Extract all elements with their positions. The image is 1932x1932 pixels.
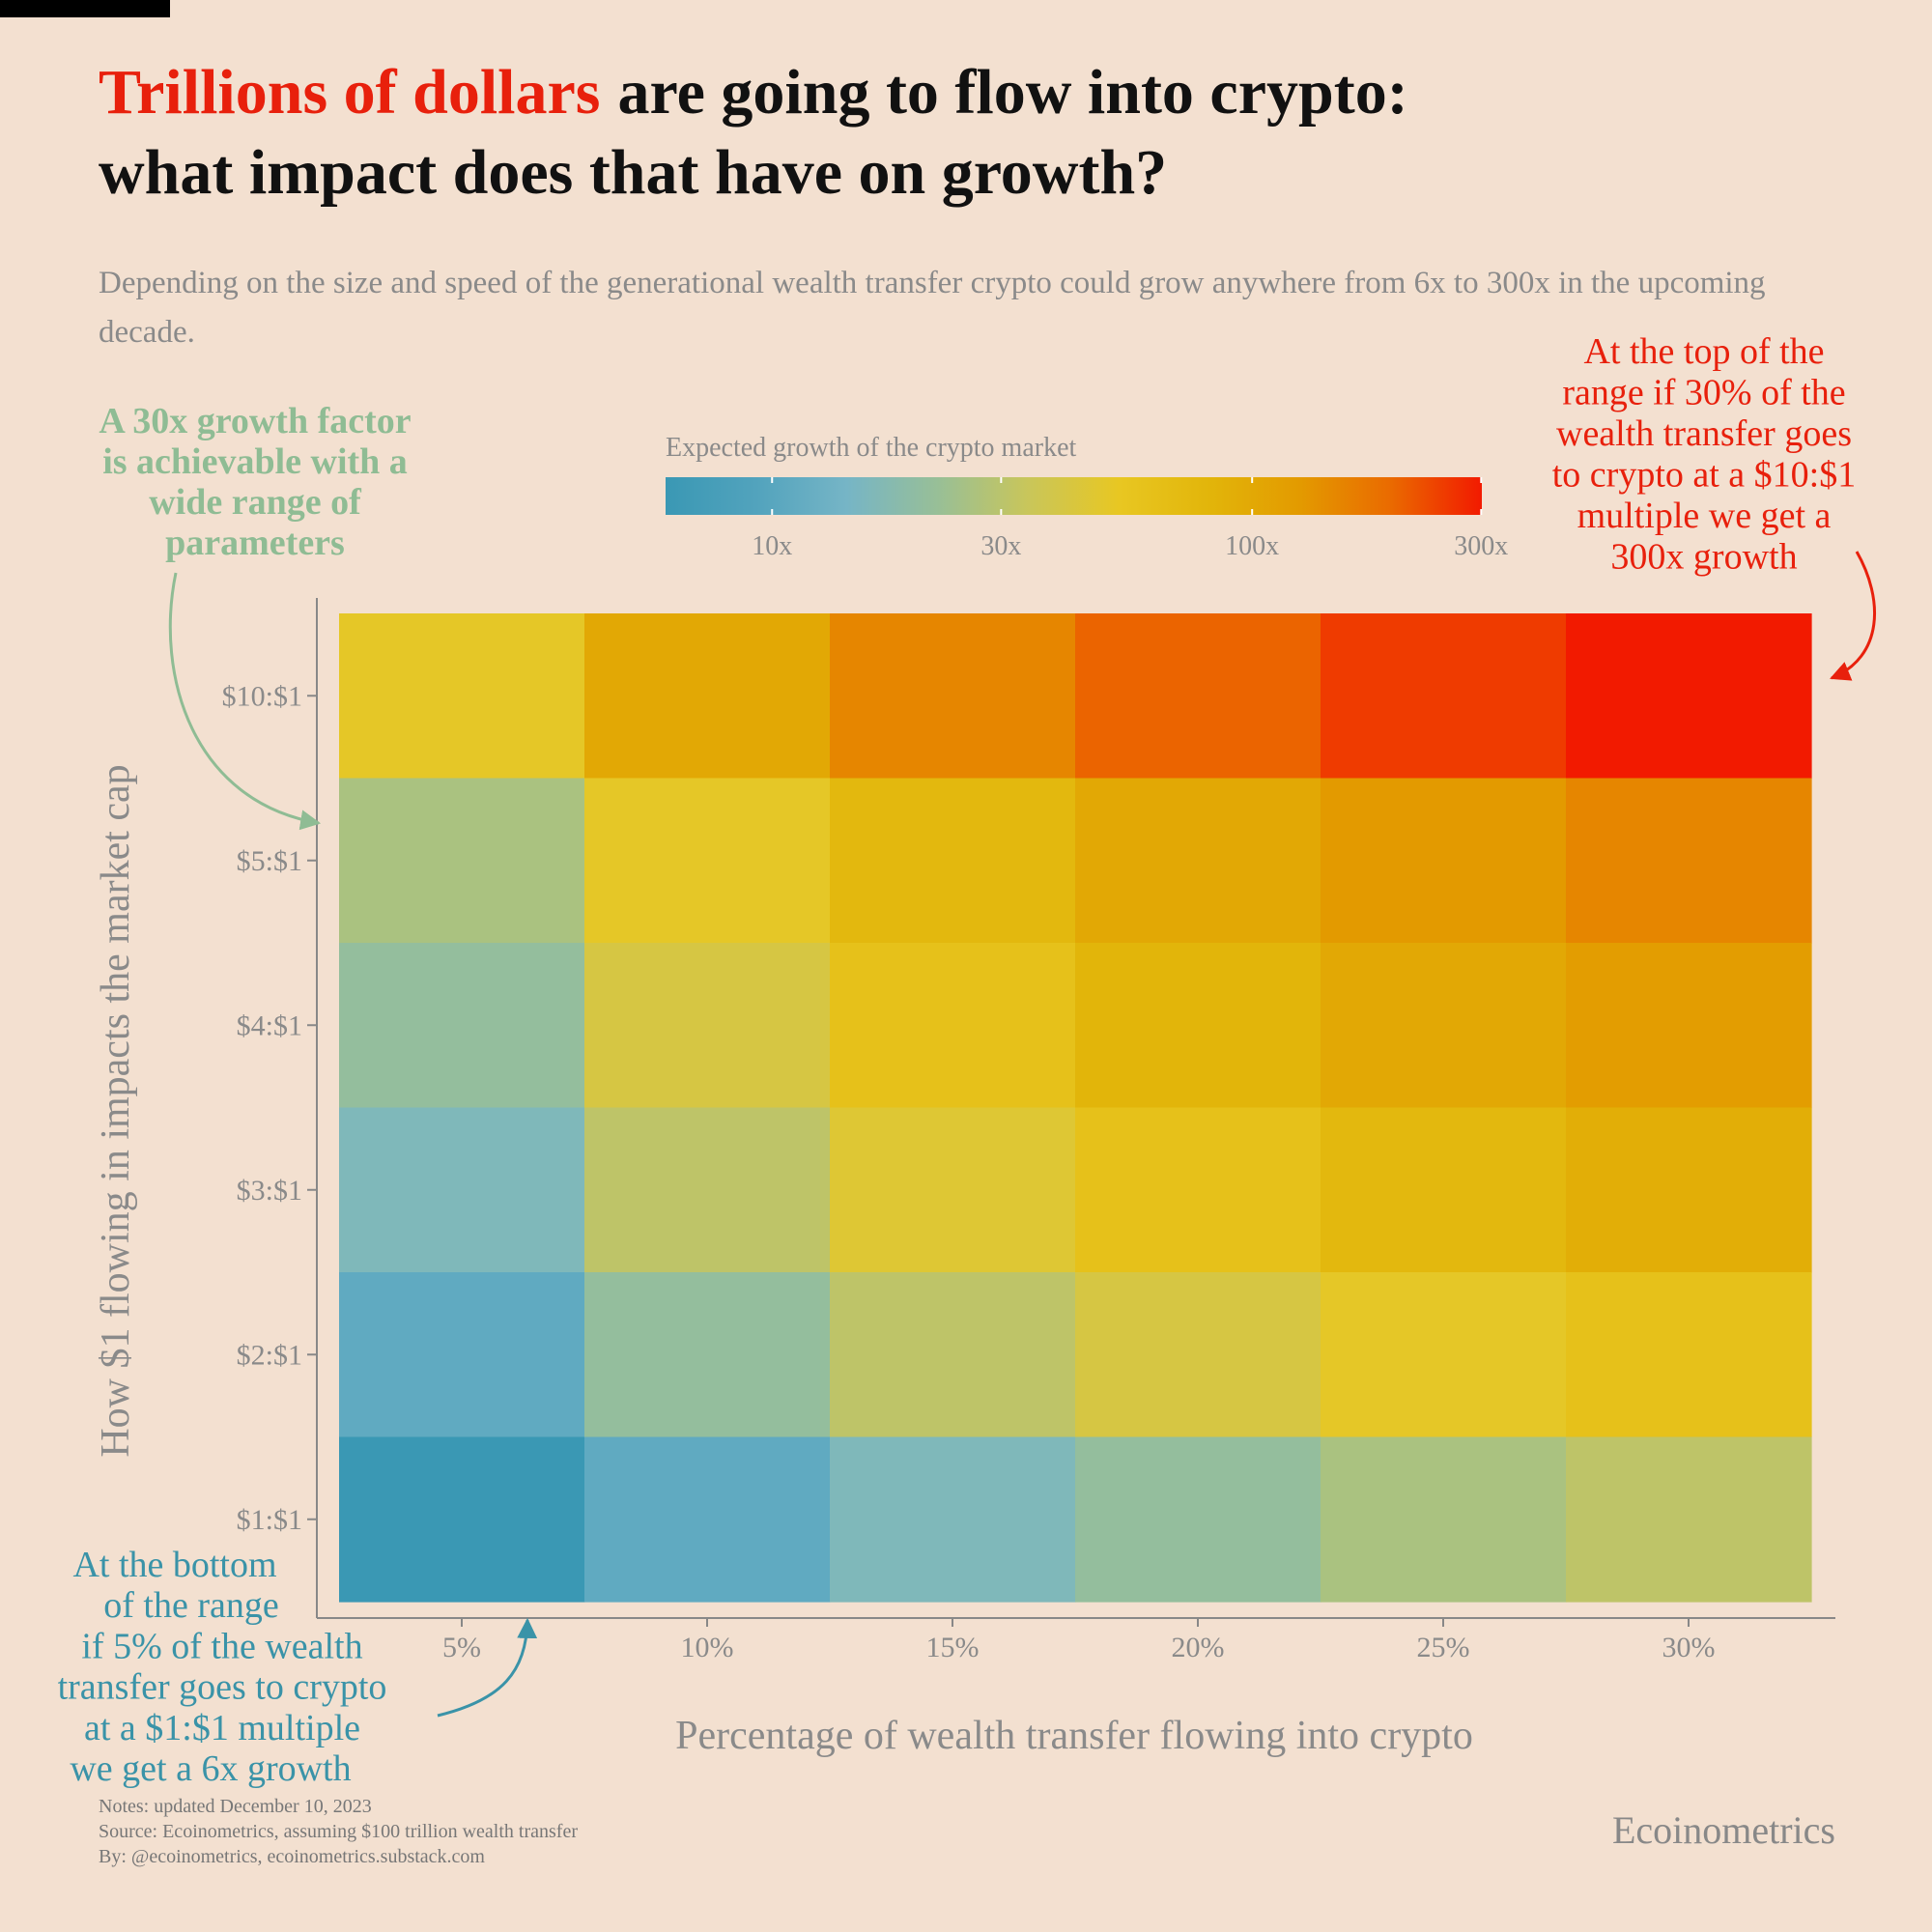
annotation-line: 300x growth <box>1610 537 1797 578</box>
heatmap-cell <box>584 613 831 780</box>
heatmap-cell <box>830 1272 1076 1438</box>
heatmap-cell <box>1075 613 1321 780</box>
heatmap-cell <box>830 778 1076 944</box>
x-tick-label: 15% <box>926 1632 980 1663</box>
x-tick-label: 5% <box>442 1632 481 1663</box>
annotation-line: transfer goes to crypto <box>58 1667 387 1708</box>
annotation-line: At the bottom <box>72 1545 276 1585</box>
title-highlight: Trillions of dollars <box>99 57 601 128</box>
heatmap-cell <box>830 1107 1076 1273</box>
brand: Ecoinometrics <box>1612 1808 1835 1852</box>
annotation-line: is achievable with a <box>102 441 408 482</box>
colorbar-tick-label: 10x <box>752 531 792 561</box>
heatmap-cell <box>1566 1107 1812 1273</box>
heatmap-cell <box>584 1436 831 1603</box>
heatmap-cell <box>1566 943 1812 1109</box>
y-tick-label: $3:$1 <box>237 1175 302 1207</box>
annotation-line: we get a 6x growth <box>70 1748 351 1789</box>
y-tick-label: $2:$1 <box>237 1339 302 1371</box>
annotation-line: if 5% of the wealth <box>81 1626 362 1666</box>
heatmap-cell <box>339 778 585 944</box>
y-tick-label: $4:$1 <box>237 1009 302 1041</box>
heatmap-cell <box>1566 778 1812 944</box>
annotation-line: multiple we get a <box>1577 496 1832 536</box>
colorbar-tick-label: 100x <box>1225 531 1279 561</box>
heatmap-cell <box>339 613 585 780</box>
annotation-arrow <box>168 572 322 831</box>
heatmap-cell <box>1075 1436 1321 1603</box>
heatmap-cell <box>339 943 585 1109</box>
heatmap-cell <box>830 613 1076 780</box>
annotation-line: range if 30% of the <box>1562 373 1845 413</box>
heatmap-cell <box>339 1107 585 1273</box>
annotation-line: to crypto at a $10:$1 <box>1552 455 1856 496</box>
x-tick-label: 30% <box>1662 1632 1716 1663</box>
x-tick-label: 25% <box>1417 1632 1470 1663</box>
heatmap-cell <box>830 943 1076 1109</box>
colorbar-tick-label: 300x <box>1454 531 1508 561</box>
colorbar-title: Expected growth of the crypto market <box>666 433 1077 463</box>
corner-bar <box>0 0 170 17</box>
note: Source: Ecoinometrics, assuming $100 tri… <box>99 1821 578 1842</box>
annotation-line: of the range <box>103 1585 278 1626</box>
note: By: @ecoinometrics, ecoinometrics.substa… <box>99 1846 485 1867</box>
heatmap-cell <box>1321 613 1567 780</box>
heatmap-cell <box>584 1272 831 1438</box>
heatmap-cell <box>1566 1272 1812 1438</box>
colorbar-tick-label: 30x <box>980 531 1021 561</box>
heatmap-cell <box>1075 778 1321 944</box>
heatmap-cell <box>1075 1107 1321 1273</box>
x-tick-label: 10% <box>681 1632 734 1663</box>
x-axis-title: Percentage of wealth transfer flowing in… <box>675 1714 1473 1758</box>
heatmap-cell <box>584 943 831 1109</box>
heatmap-cell <box>339 1436 585 1603</box>
heatmap-cell <box>1075 943 1321 1109</box>
heatmap-cell <box>1321 1107 1567 1273</box>
subtitle: Depending on the size and speed of the g… <box>99 266 1766 350</box>
heatmap-cell <box>1566 613 1812 780</box>
annotation-line: parameters <box>165 523 345 563</box>
heatmap-cell <box>1566 1436 1812 1603</box>
y-axis-title: How $1 flowing in impacts the market cap <box>94 764 138 1457</box>
title-line2: what impact does that have on growth? <box>99 137 1167 208</box>
annotation-line: wealth transfer goes <box>1556 413 1852 454</box>
heatmap-cell <box>584 778 831 944</box>
title: Trillions of dollars are going to flow in… <box>99 57 1408 128</box>
heatmap-cell <box>1321 1272 1567 1438</box>
x-tick-label: 20% <box>1172 1632 1225 1663</box>
y-tick-label: $1:$1 <box>237 1504 302 1536</box>
heatmap-cell <box>1321 1436 1567 1603</box>
note: Notes: updated December 10, 2023 <box>99 1796 372 1817</box>
heatmap-cell <box>1075 1272 1321 1438</box>
heatmap-cell <box>339 1272 585 1438</box>
annotation-line: at a $1:$1 multiple <box>84 1708 360 1748</box>
heatmap-cell <box>584 1107 831 1273</box>
annotation-arrow <box>1830 551 1877 681</box>
heatmap-cell <box>830 1436 1076 1603</box>
y-tick-label: $5:$1 <box>237 845 302 877</box>
annotation-line: At the top of the <box>1583 331 1824 372</box>
y-tick-label: $10:$1 <box>222 680 302 712</box>
title-rest: are going to flow into crypto: <box>618 57 1408 128</box>
heatmap-cell <box>1321 943 1567 1109</box>
subtitle-box: Depending on the size and speed of the g… <box>99 266 1766 350</box>
heatmap-cell <box>1321 778 1567 944</box>
annotation-arrow <box>437 1617 538 1718</box>
annotation-line: wide range of <box>149 482 362 523</box>
colorbar <box>666 477 1482 515</box>
annotation-line: A 30x growth factor <box>99 401 411 441</box>
